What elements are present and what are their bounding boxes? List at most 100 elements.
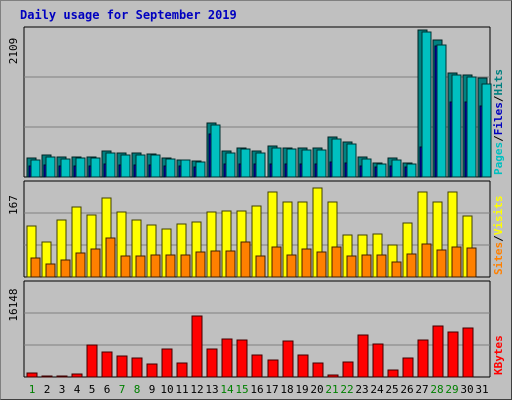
bar-kbytes-day-8 bbox=[131, 357, 143, 378]
bar-kbytes-day-22 bbox=[342, 361, 354, 378]
bar-pages-day-25 bbox=[391, 159, 402, 178]
series-pages bbox=[30, 31, 492, 178]
legend-item: / bbox=[492, 135, 505, 142]
legend-item: Sites bbox=[492, 242, 505, 275]
bar-pages-day-7 bbox=[120, 154, 131, 178]
bar-kbytes-day-7 bbox=[116, 355, 128, 378]
x-tick-label-18: 18 bbox=[280, 383, 293, 396]
x-tick-label-7: 7 bbox=[119, 383, 126, 396]
chart-title: Daily usage for September 2019 bbox=[20, 8, 237, 22]
bar-pages-day-11 bbox=[180, 159, 191, 178]
bar-sites-day-4 bbox=[75, 252, 86, 278]
legend-item: Visits bbox=[492, 196, 505, 236]
bar-pages-day-21 bbox=[331, 138, 342, 178]
x-tick-label-8: 8 bbox=[134, 383, 141, 396]
x-tick-label-22: 22 bbox=[340, 383, 353, 396]
bar-pages-day-13 bbox=[210, 124, 221, 178]
bar-kbytes-day-3 bbox=[56, 375, 68, 378]
bar-sites-day-23 bbox=[361, 254, 372, 278]
x-tick-label-23: 23 bbox=[355, 383, 368, 396]
bar-sites-day-27 bbox=[421, 243, 432, 278]
legend-item: Hits bbox=[492, 69, 505, 96]
bar-pages-day-8 bbox=[135, 154, 146, 178]
bar-sites-day-28 bbox=[436, 249, 447, 278]
legend-item: Pages bbox=[492, 142, 505, 175]
x-tick-label-15: 15 bbox=[235, 383, 248, 396]
x-tick-label-19: 19 bbox=[295, 383, 308, 396]
bar-kbytes-day-23 bbox=[357, 334, 369, 378]
bar-pages-day-27 bbox=[421, 31, 432, 178]
bar-kbytes-day-18 bbox=[282, 340, 294, 378]
legend-item: KBytes bbox=[492, 335, 505, 375]
bar-pages-day-4 bbox=[75, 157, 86, 178]
chart-panels: 2109Pages/Files/Hits167Sites/Visits16148… bbox=[7, 26, 505, 378]
series-kbytes bbox=[26, 315, 474, 378]
bar-kbytes-day-19 bbox=[297, 354, 309, 378]
x-tick-label-28: 28 bbox=[430, 383, 443, 396]
bar-sites-day-13 bbox=[210, 250, 221, 278]
bar-kbytes-day-1 bbox=[26, 372, 38, 378]
bar-pages-day-20 bbox=[316, 149, 327, 178]
x-tick-label-24: 24 bbox=[370, 383, 384, 396]
bar-pages-day-26 bbox=[406, 163, 417, 178]
bar-sites-day-24 bbox=[376, 254, 387, 278]
x-tick-label-5: 5 bbox=[89, 383, 96, 396]
x-axis-labels: 1 2 3 4 5 6 7 8 9 10 11 12 13 14 15 16 17 18 19 20 21 22 23 24 2… bbox=[29, 383, 489, 396]
y-max-label: 16148 bbox=[7, 288, 20, 321]
bar-sites-day-1 bbox=[30, 257, 41, 278]
bar-kbytes-day-25 bbox=[387, 369, 399, 378]
bar-kbytes-day-24 bbox=[372, 343, 384, 378]
bar-kbytes-day-6 bbox=[101, 351, 113, 378]
bar-kbytes-day-13 bbox=[206, 348, 218, 378]
x-tick-label-21: 21 bbox=[325, 383, 338, 396]
x-tick-label-11: 11 bbox=[175, 383, 188, 396]
bar-pages-day-24 bbox=[376, 163, 387, 178]
x-tick-label-25: 25 bbox=[385, 383, 398, 396]
bar-kbytes-day-21 bbox=[327, 374, 339, 378]
bar-sites-day-12 bbox=[195, 251, 206, 278]
bar-pages-day-23 bbox=[361, 158, 372, 178]
bar-pages-day-22 bbox=[346, 143, 357, 178]
bar-sites-day-30 bbox=[466, 247, 477, 278]
bar-kbytes-day-2 bbox=[41, 375, 53, 378]
legend-item: / bbox=[492, 235, 505, 242]
bar-sites-day-2 bbox=[45, 263, 56, 278]
bar-kbytes-day-26 bbox=[402, 357, 414, 378]
panel-kbytes: 16148 KBytes bbox=[7, 280, 505, 378]
bar-kbytes-day-29 bbox=[447, 331, 459, 378]
bar-pages-day-1 bbox=[30, 159, 41, 178]
series-sites bbox=[30, 237, 477, 278]
x-tick-label-12: 12 bbox=[190, 383, 203, 396]
bar-sites-day-14 bbox=[225, 250, 236, 278]
bar-pages-day-9 bbox=[150, 154, 161, 178]
bar-kbytes-day-11 bbox=[176, 362, 188, 378]
bar-sites-day-20 bbox=[316, 251, 327, 278]
bar-sites-day-29 bbox=[451, 246, 462, 278]
bar-sites-day-18 bbox=[286, 254, 297, 278]
bar-kbytes-day-17 bbox=[267, 359, 279, 378]
bar-pages-day-19 bbox=[301, 149, 312, 178]
bar-kbytes-day-14 bbox=[221, 338, 233, 378]
bar-pages-day-18 bbox=[286, 148, 297, 178]
x-tick-label-6: 6 bbox=[104, 383, 111, 396]
bar-pages-day-6 bbox=[105, 152, 116, 178]
x-tick-label-3: 3 bbox=[59, 383, 66, 396]
panel-visits-sites: 167 Sites/Visits bbox=[7, 180, 505, 278]
bar-sites-day-15 bbox=[240, 241, 251, 278]
bar-sites-day-17 bbox=[271, 246, 282, 278]
bar-pages-day-30 bbox=[466, 76, 477, 178]
x-tick-label-14: 14 bbox=[220, 383, 234, 396]
bar-pages-day-12 bbox=[195, 161, 206, 178]
bar-sites-day-8 bbox=[135, 255, 146, 278]
bar-kbytes-day-16 bbox=[251, 354, 263, 378]
bar-sites-day-5 bbox=[90, 248, 101, 278]
legend-item: Files bbox=[492, 102, 505, 135]
x-tick-label-4: 4 bbox=[74, 383, 81, 396]
bar-kbytes-day-15 bbox=[236, 339, 248, 378]
bar-pages-day-17 bbox=[271, 147, 282, 178]
bar-kbytes-day-27 bbox=[417, 339, 429, 378]
legend-kbytes: KBytes bbox=[492, 335, 505, 375]
x-tick-label-9: 9 bbox=[149, 383, 156, 396]
bar-pages-day-2 bbox=[45, 156, 56, 178]
